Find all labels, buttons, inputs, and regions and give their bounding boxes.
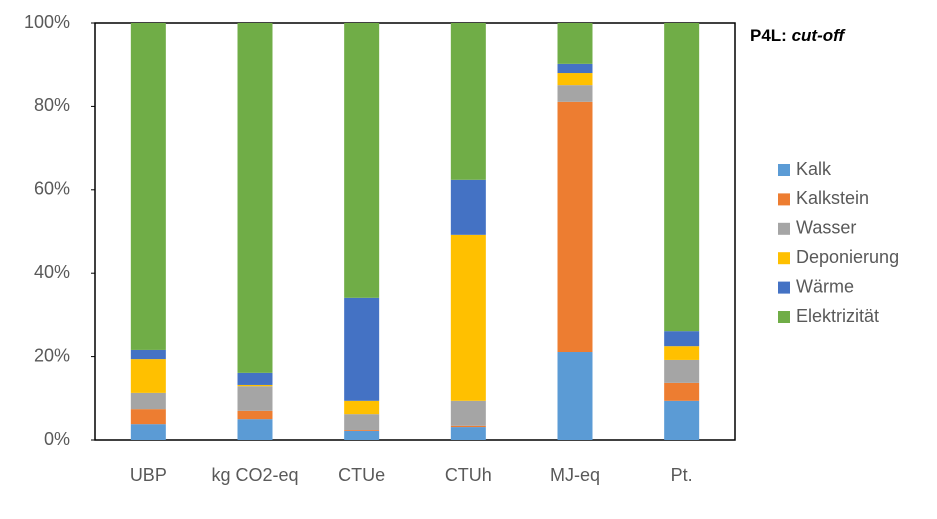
legend-label: Elektrizität xyxy=(796,306,879,326)
bar-segment xyxy=(664,382,700,401)
legend-swatch xyxy=(778,252,790,265)
bar-segment xyxy=(557,352,593,440)
bar-segment xyxy=(664,359,700,383)
bar-segment xyxy=(450,400,486,426)
title-part: cut-off xyxy=(792,26,847,45)
plot-frame xyxy=(94,22,736,441)
bar-segment xyxy=(450,179,486,235)
title-part: P4L: xyxy=(750,26,787,45)
legend-swatch xyxy=(778,311,790,323)
bar-segment xyxy=(130,23,166,350)
bar-segment xyxy=(664,400,700,440)
bar-segment xyxy=(130,409,166,425)
bar-segment xyxy=(450,234,486,401)
bar-segment xyxy=(664,23,700,332)
bar-segment xyxy=(450,23,486,180)
bar-segment xyxy=(237,386,273,411)
legend-label: Kalk xyxy=(796,159,832,179)
bar-segment xyxy=(450,425,486,428)
y-tick-label: 40% xyxy=(34,262,70,282)
legend-swatch xyxy=(778,222,790,235)
bar-segment xyxy=(344,430,380,440)
bar-segment xyxy=(344,400,380,415)
legend-swatch xyxy=(778,193,790,206)
bar-segment xyxy=(130,392,166,410)
legend-label: Wärme xyxy=(796,276,854,296)
legend-swatch xyxy=(778,164,790,176)
y-tick-label: 20% xyxy=(34,345,70,365)
bar-segment xyxy=(130,359,166,393)
x-tick-label: CTUe xyxy=(338,465,385,485)
x-tick-label: UBP xyxy=(130,465,167,485)
bar-segment xyxy=(664,346,700,360)
y-tick-label: 60% xyxy=(34,179,70,199)
bar-segment xyxy=(557,63,593,74)
legend-label: Kalkstein xyxy=(796,188,869,208)
bar-segment xyxy=(237,384,273,387)
bar-segment xyxy=(557,73,593,86)
bar-segment xyxy=(344,23,380,298)
x-tick-label: MJ-eq xyxy=(550,465,600,485)
bar-segment xyxy=(237,372,273,385)
bar-segment xyxy=(450,427,486,440)
bar-segment xyxy=(237,23,273,373)
bar-segment xyxy=(557,23,593,64)
legend-label: Deponierung xyxy=(796,247,899,267)
x-tick-label: kg CO2-eq xyxy=(211,465,298,485)
y-tick-label: 80% xyxy=(34,95,70,115)
bar-segment xyxy=(344,297,380,401)
bar-segment xyxy=(557,101,593,353)
x-tick-label: CTUh xyxy=(445,465,492,485)
bar-segment xyxy=(344,429,380,431)
x-tick-label: Pt. xyxy=(671,465,693,485)
bar-segment xyxy=(664,331,700,347)
y-tick-label: 0% xyxy=(44,429,70,449)
chart-title: P4L: cut-off xyxy=(750,26,846,45)
legend-label: Wasser xyxy=(796,218,856,238)
bar-segment xyxy=(237,410,273,420)
y-tick-label: 100% xyxy=(24,12,70,32)
bar-segment xyxy=(130,349,166,360)
bar-segment xyxy=(557,85,593,102)
bar-segment xyxy=(344,414,380,430)
bar-segment xyxy=(237,419,273,440)
bar-segment xyxy=(130,424,166,440)
legend-swatch xyxy=(778,281,790,294)
